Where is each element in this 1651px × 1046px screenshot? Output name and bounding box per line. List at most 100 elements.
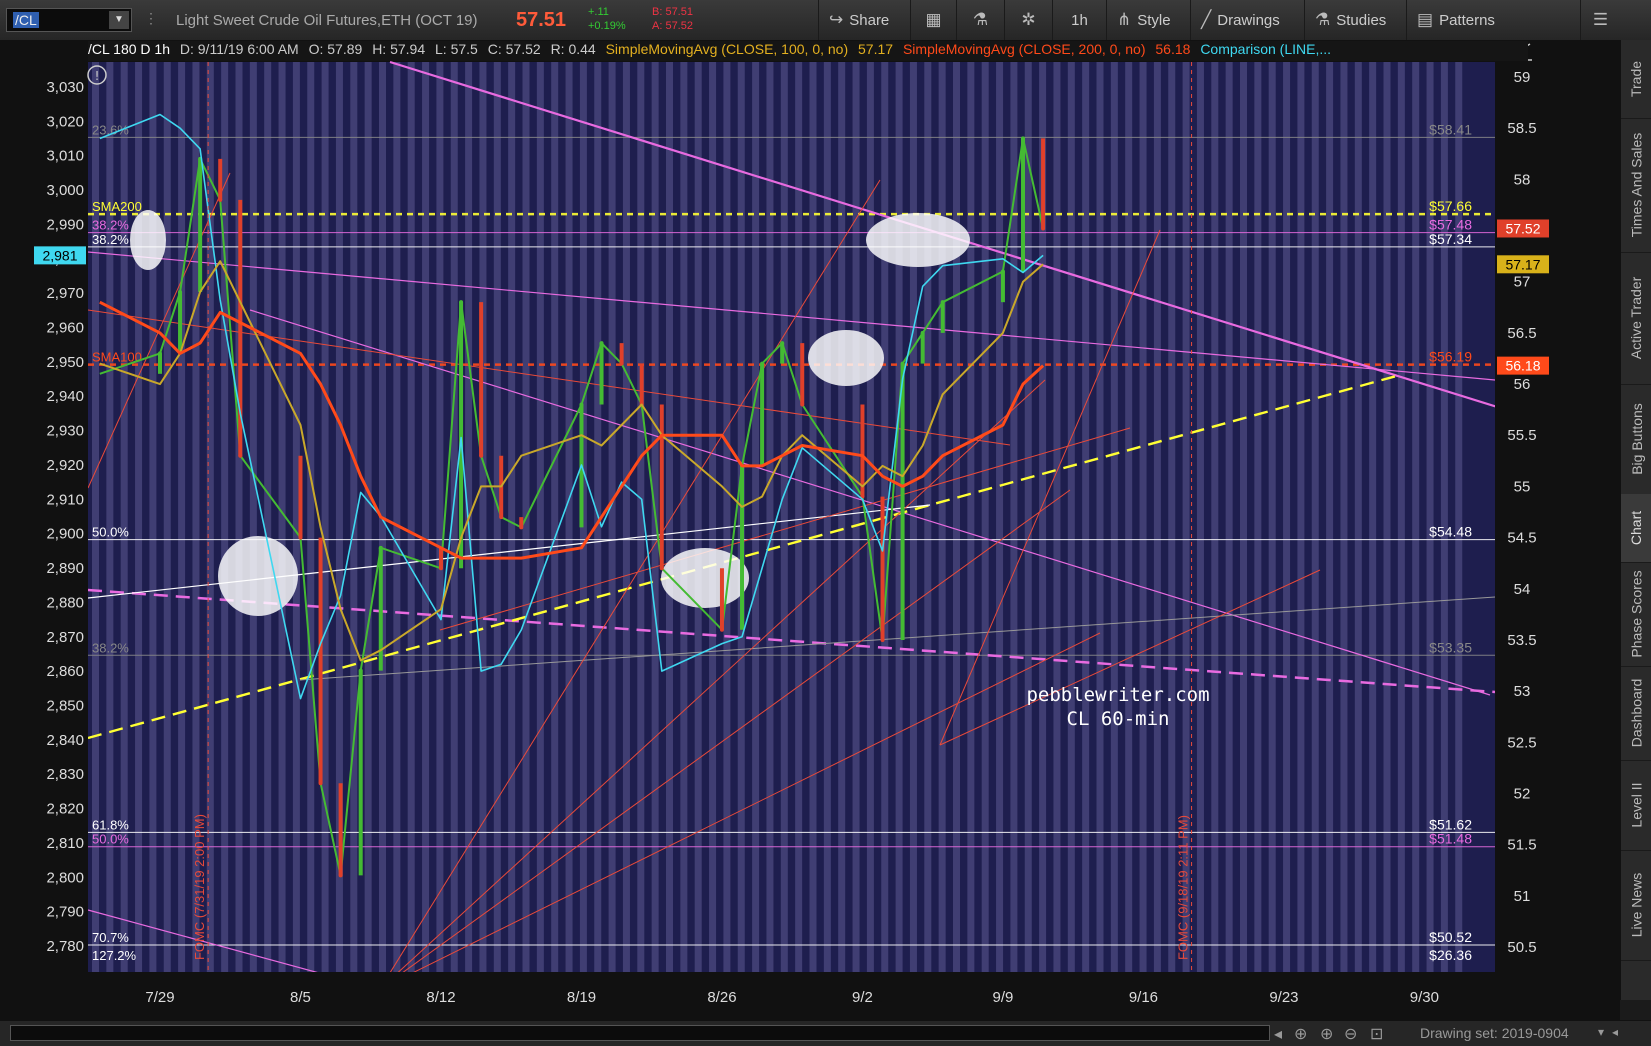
session-stripe — [1440, 62, 1448, 972]
drawings-label: Drawings — [1217, 11, 1280, 29]
level-left-label: 38.2% — [92, 232, 129, 247]
side-tab-times-and-sales[interactable]: Times And Sales — [1621, 118, 1651, 253]
session-stripe — [1326, 62, 1334, 972]
session-stripe — [637, 62, 645, 972]
session-stripe — [838, 62, 846, 972]
side-tab-label: Phase Scores — [1628, 570, 1645, 658]
right-axis-tick: 52.5 — [1507, 734, 1536, 751]
event-label: FOMC (7/31/19 2:00 PM) — [192, 814, 207, 960]
left-axis-tick: 2,990 — [46, 216, 84, 233]
trendline — [87, 251, 1496, 381]
session-stripe — [1211, 62, 1219, 972]
session-stripe — [1096, 62, 1104, 972]
left-axis-tick: 2,920 — [46, 457, 84, 474]
menu-button[interactable]: ☰ — [1580, 0, 1620, 40]
patterns-button[interactable]: ▤ Patterns — [1406, 0, 1518, 40]
settings-button[interactable]: ✲ — [1004, 0, 1052, 40]
series-line-price — [99, 137, 1045, 877]
drawing-set-label[interactable]: Drawing set: 2019-0904 — [1420, 1025, 1569, 1041]
session-stripe — [551, 62, 559, 972]
side-tab-label: Times And Sales — [1628, 132, 1645, 238]
side-tab-dashboard[interactable]: Dashboard — [1621, 666, 1651, 761]
info-open: O: 57.89 — [308, 41, 363, 57]
trendline — [389, 60, 1601, 441]
chevron-down-icon[interactable]: ▼ — [109, 11, 129, 29]
trendline — [379, 489, 1071, 990]
trendline — [299, 596, 1496, 681]
right-axis-tick: 55 — [1514, 478, 1531, 495]
crosshair-icon[interactable]: ⊕ — [1294, 1026, 1308, 1043]
side-tab-trade[interactable]: Trade — [1621, 40, 1651, 119]
sma200-label[interactable]: SimpleMovingAvg (CLOSE, 200, 0, no) — [902, 41, 1146, 57]
session-stripe — [622, 62, 630, 972]
side-tab-phase-scores[interactable]: Phase Scores — [1621, 562, 1651, 667]
drawings-button[interactable]: ╱ Drawings — [1190, 0, 1304, 40]
side-tab-live-news[interactable]: Live News — [1621, 850, 1651, 961]
flask-button[interactable]: ⚗ — [956, 0, 1004, 40]
left-axis-tick: 2,800 — [46, 869, 84, 886]
left-axis-tick: 2,890 — [46, 560, 84, 577]
fit-icon[interactable]: ⊡ — [1370, 1026, 1384, 1043]
time-axis-tick: 8/26 — [707, 989, 736, 1006]
scroll-left-icon[interactable]: ◂ — [1274, 1026, 1283, 1043]
session-stripe — [479, 62, 487, 972]
session-stripe — [1340, 62, 1348, 972]
price-badge: 57.17 — [1505, 256, 1540, 272]
trendline — [379, 632, 1101, 990]
session-stripe — [967, 62, 975, 972]
session-stripe — [1455, 62, 1463, 972]
change-percent: +0.19% — [588, 20, 626, 32]
event-label: FOMC (9/18/19 2:11 PM) — [1176, 815, 1191, 960]
session-stripe — [422, 62, 430, 972]
session-stripe — [1283, 62, 1291, 972]
aggregation-button[interactable]: 1h — [1052, 0, 1106, 40]
time-axis-tick: 9/2 — [852, 989, 873, 1006]
session-stripe — [866, 62, 874, 972]
price-point — [599, 341, 604, 346]
side-tab-big-buttons[interactable]: Big Buttons — [1621, 384, 1651, 495]
price-point — [338, 873, 343, 878]
side-tab-chart[interactable]: Chart — [1621, 494, 1651, 563]
event-markers: FOMC (7/31/19 2:00 PM) FOMC (9/18/19 2:11… — [192, 62, 1193, 972]
session-stripe — [953, 62, 960, 972]
studies-button[interactable]: ⚗ Studies — [1304, 0, 1406, 40]
session-stripe — [106, 62, 114, 972]
price-chart[interactable]: 23.6% $58.41 SMA200 $57.66 38.2% $57.48 38.2% $… — [0, 40, 1620, 1020]
alert-icon[interactable] — [87, 65, 107, 85]
session-stripe — [364, 62, 372, 972]
side-tab-active-trader[interactable]: Active Trader — [1621, 252, 1651, 385]
trendline — [379, 179, 881, 990]
session-stripe — [723, 62, 731, 972]
pencil-icon: ╱ — [1201, 10, 1212, 29]
series-line-sma200 — [99, 300, 1045, 560]
price-point — [479, 453, 484, 458]
zoom-out-icon[interactable]: ⊖ — [1344, 1026, 1358, 1043]
time-axis-tick: 9/16 — [1129, 989, 1158, 1006]
price-point — [158, 351, 162, 356]
flexible-grid-button[interactable]: ▦ — [910, 0, 956, 40]
watermark-timeframe: CL 60-min — [1067, 708, 1170, 730]
level-left-label: 23.6% — [92, 122, 129, 137]
time-scrollbar[interactable] — [10, 1025, 1270, 1041]
share-button[interactable]: ↪ Share — [818, 0, 910, 40]
style-button[interactable]: ⋔ Style — [1106, 0, 1190, 40]
drag-handle-icon[interactable]: ⋮ — [144, 10, 158, 26]
sma100-label[interactable]: SimpleMovingAvg (CLOSE, 100, 0, no) — [605, 41, 849, 57]
level-left-label: SMA200 — [92, 199, 142, 214]
session-stripe — [694, 62, 702, 972]
highlight-oval — [661, 548, 749, 608]
right-axis-tick: 58 — [1514, 171, 1531, 188]
level-right-label: $57.66 — [1429, 198, 1472, 214]
zoom-in-icon[interactable]: ⊕ — [1320, 1026, 1334, 1043]
comparison-label[interactable]: Comparison (LINE,... — [1200, 41, 1332, 57]
session-stripe — [536, 62, 544, 972]
session-stripe — [1039, 62, 1047, 972]
left-axis-tick: 3,030 — [46, 79, 84, 96]
gear-icon: ✲ — [1021, 10, 1036, 29]
right-axis-tick: 59 — [1514, 69, 1531, 86]
side-tab-level-ii[interactable]: Level II — [1621, 760, 1651, 851]
collapse-icon[interactable]: ◂ — [1612, 1025, 1619, 1039]
chevron-down-icon[interactable]: ▾ — [1598, 1025, 1605, 1039]
symbol-input[interactable]: /CL ▼ — [6, 8, 132, 32]
level-left-label: 50.0% — [92, 525, 129, 540]
